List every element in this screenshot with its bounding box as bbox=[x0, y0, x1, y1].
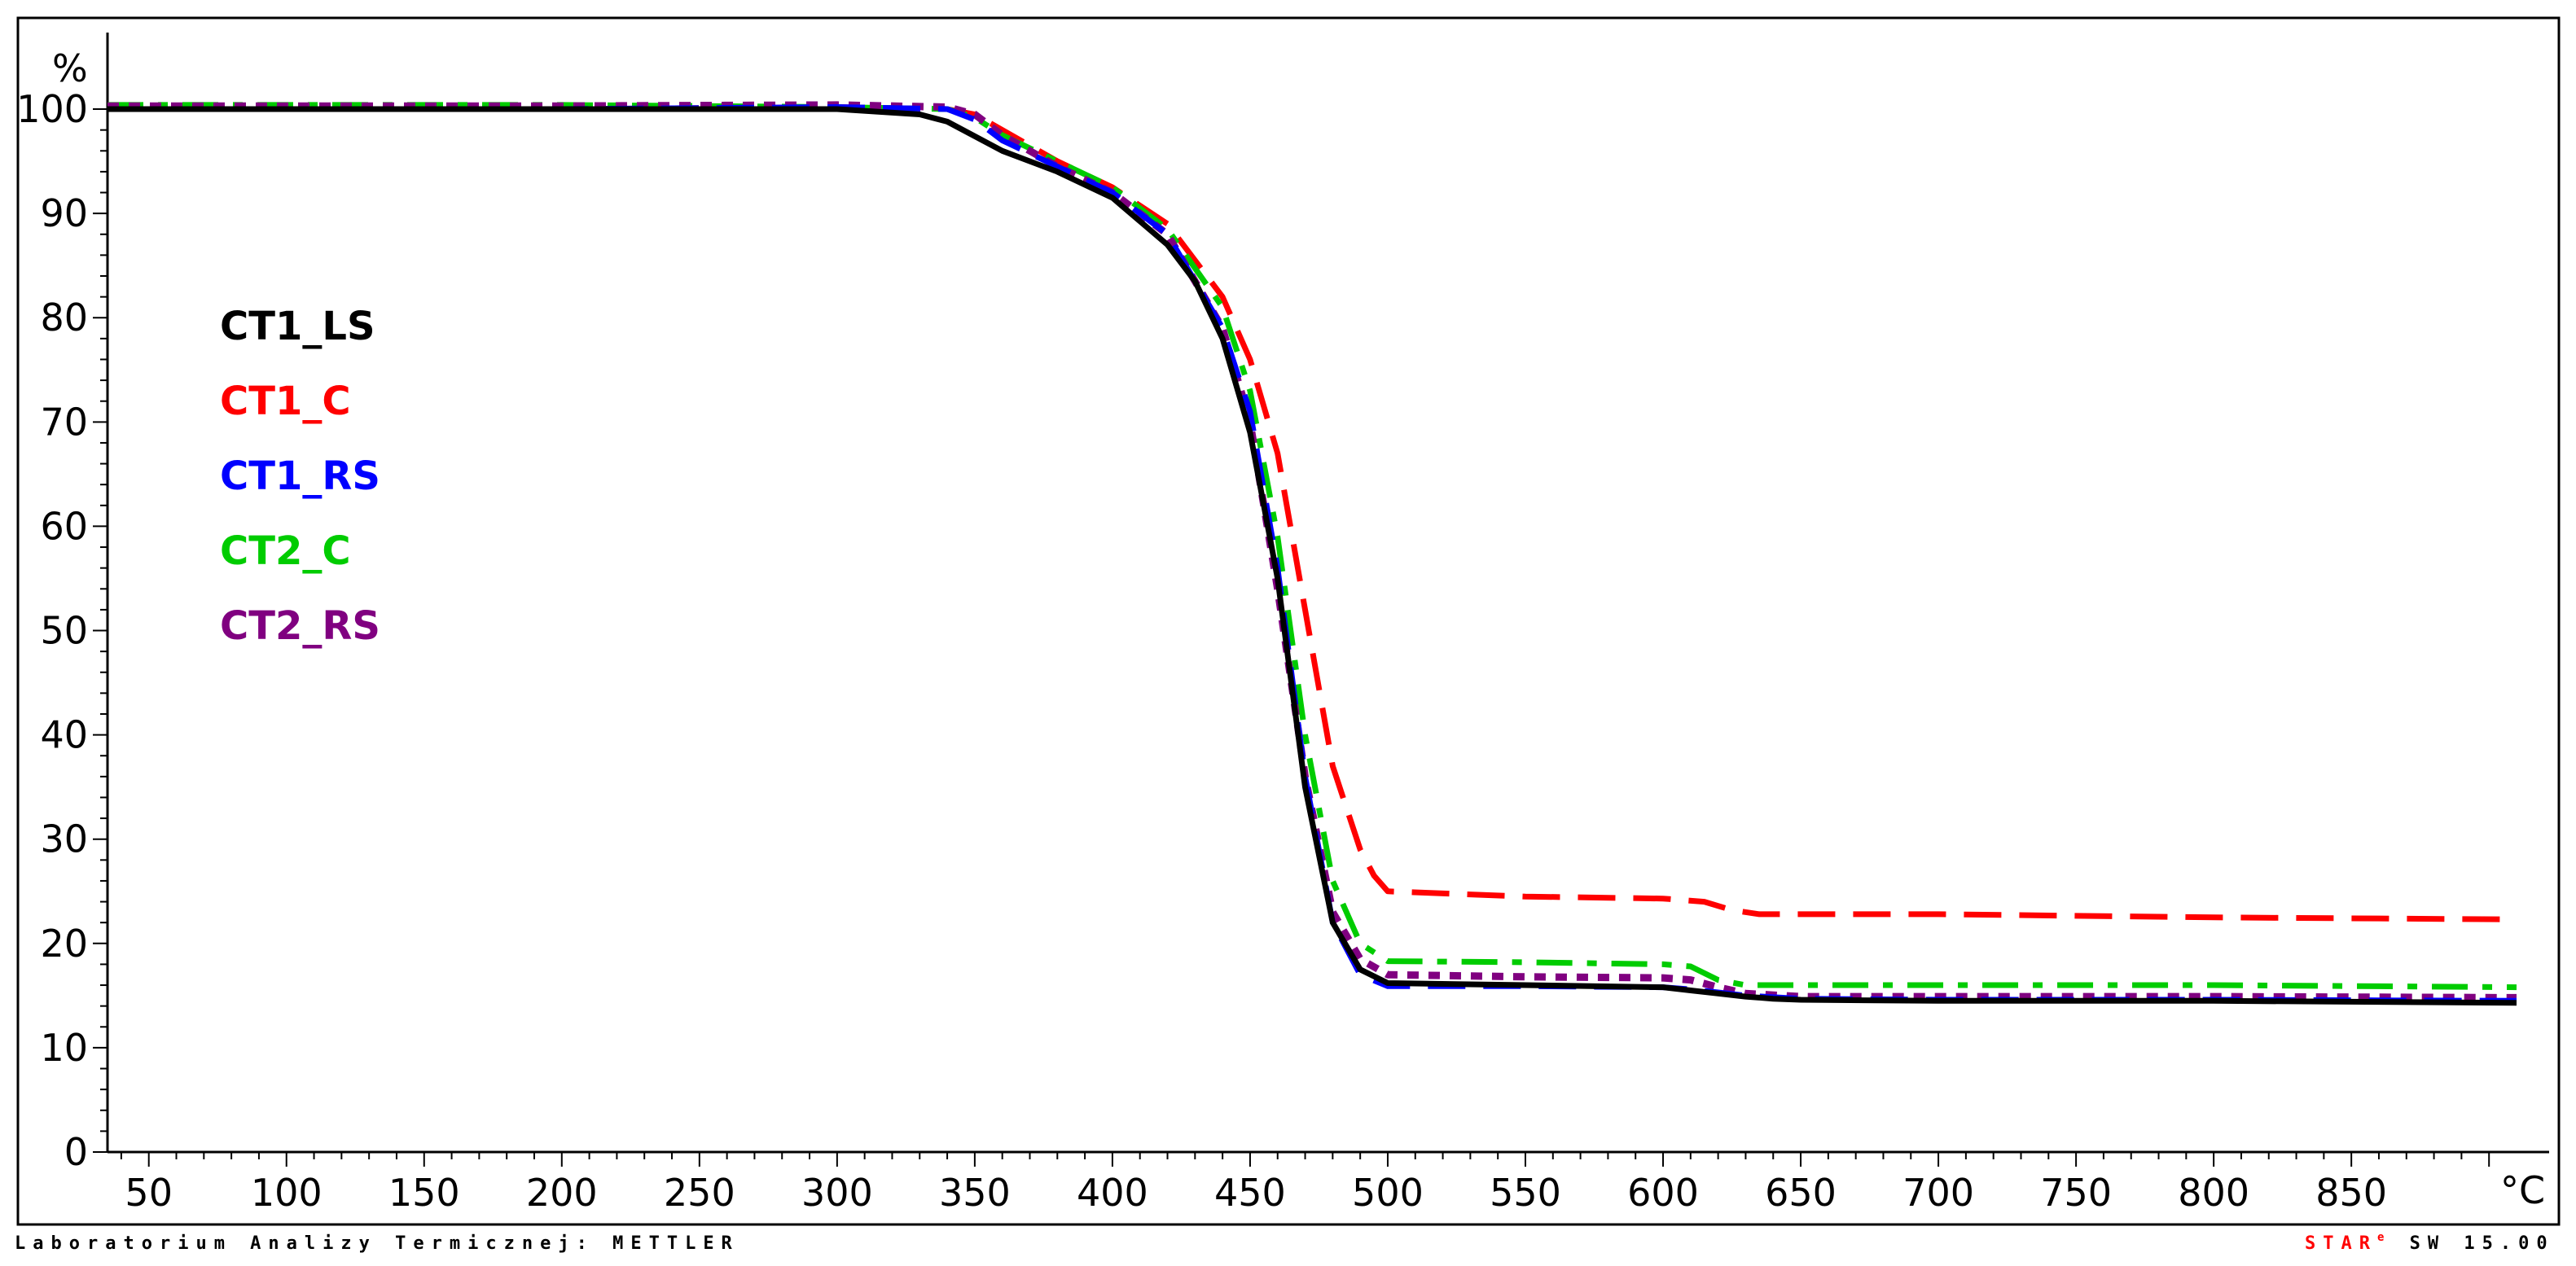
x-tick-label: 650 bbox=[1765, 1171, 1837, 1215]
y-tick-label: 70 bbox=[40, 400, 88, 444]
x-tick-label: 350 bbox=[939, 1171, 1011, 1215]
y-tick-label: 10 bbox=[40, 1026, 88, 1070]
footer-star-label: STAR bbox=[2305, 1233, 2377, 1254]
y-axis-unit: % bbox=[52, 46, 88, 90]
series-line-ct2-c bbox=[108, 102, 2517, 991]
series-line-ct1-ls bbox=[108, 106, 2517, 1006]
series-layer bbox=[108, 101, 2517, 1006]
plot-frame bbox=[16, 16, 2561, 1226]
x-tick-label: 250 bbox=[664, 1171, 735, 1215]
legend-entry: CT2_RS bbox=[220, 603, 380, 649]
x-tick-label: 700 bbox=[1902, 1171, 1974, 1215]
y-tick-label: 50 bbox=[40, 609, 88, 653]
y-tick-label: 90 bbox=[40, 191, 88, 235]
x-tick-label: 500 bbox=[1352, 1171, 1424, 1215]
x-tick-label: 200 bbox=[526, 1171, 598, 1215]
legend-entry: CT1_RS bbox=[220, 453, 380, 499]
footer-star-mark: e bbox=[2377, 1231, 2391, 1244]
y-tick-label: 0 bbox=[64, 1130, 88, 1174]
x-tick-label: 400 bbox=[1077, 1171, 1148, 1215]
x-tick-label: 450 bbox=[1214, 1171, 1286, 1215]
y-tick-label: 100 bbox=[16, 87, 88, 131]
footer-lab-name: Laboratorium Analizy Termicznej: METTLER bbox=[15, 1233, 739, 1254]
x-tick-label: 100 bbox=[251, 1171, 323, 1215]
y-tick-label: 20 bbox=[40, 922, 88, 966]
x-tick-label: 550 bbox=[1490, 1171, 1561, 1215]
x-tick-label: 750 bbox=[2040, 1171, 2112, 1215]
legend: CT1_LS CT1_C CT1_RS CT2_C CT2_RS bbox=[220, 304, 380, 649]
legend-entry: CT1_LS bbox=[220, 304, 375, 349]
x-tick-label: 300 bbox=[801, 1171, 873, 1215]
footer-version-label: SW 15.00 bbox=[2391, 1233, 2554, 1254]
x-axis-unit: °C bbox=[2500, 1168, 2545, 1212]
series-line-ct2-rs bbox=[108, 101, 2517, 1001]
x-tick-label: 600 bbox=[1627, 1171, 1699, 1215]
y-tick-label: 30 bbox=[40, 817, 88, 861]
x-tick-label: 850 bbox=[2315, 1171, 2387, 1215]
legend-entry: CT1_C bbox=[220, 379, 351, 424]
series-line-ct1-rs bbox=[108, 104, 2517, 1004]
axes: 0 10 20 30 40 50 60 70 80 90 100 50 100 150 200 250 300 3… bbox=[16, 33, 2549, 1215]
legend-entry: CT2_C bbox=[220, 528, 351, 574]
y-tick-label: 60 bbox=[40, 504, 88, 548]
y-tick-label: 80 bbox=[40, 296, 88, 339]
y-tick-label: 40 bbox=[40, 713, 88, 757]
x-tick-label: 800 bbox=[2178, 1171, 2249, 1215]
x-tick-label: 150 bbox=[388, 1171, 460, 1215]
footer-software-version: STARe SW 15.00 bbox=[2305, 1231, 2555, 1254]
x-tick-label: 50 bbox=[125, 1171, 173, 1215]
